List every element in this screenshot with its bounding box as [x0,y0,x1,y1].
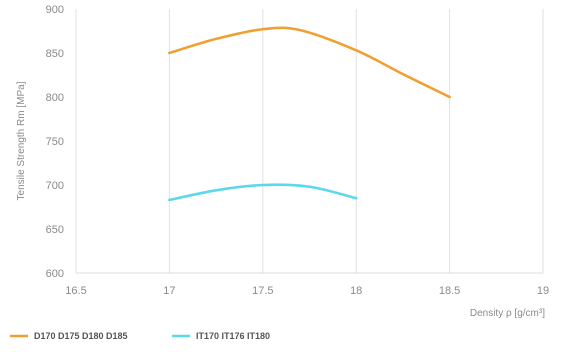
y-tick-label: 750 [46,136,64,148]
series-lines [168,26,451,202]
x-tick-label: 19 [537,285,549,297]
y-tick-labels: 600 650 700 750 800 850 900 [46,4,64,280]
y-axis-title: Tensile Strength Rm [MPa] [16,81,27,200]
y-tick-label: 700 [46,180,64,192]
x-tick-label: 18 [350,285,362,297]
x-tick-labels: 16.5 17 17.5 18 18.5 19 [65,285,549,297]
y-tick-label: 900 [46,4,64,16]
x-tick-label: 16.5 [65,285,86,297]
legend-label-1: IT170 IT176 IT180 [196,331,270,341]
legend-label-0: D170 D175 D180 D185 [34,331,128,341]
grid-lines [75,9,544,274]
x-tick-label: 18.5 [439,285,460,297]
y-tick-label: 650 [46,224,64,236]
x-tick-label: 17 [163,285,175,297]
series-line-0 [168,26,451,99]
y-tick-label: 600 [46,268,64,280]
legend: D170 D175 D180 D185 IT170 IT176 IT180 [10,331,270,341]
y-tick-label: 850 [46,48,64,60]
y-tick-label: 800 [46,92,64,104]
x-axis-title: Density ρ [g/cm³] [470,308,545,319]
x-tick-label: 17.5 [252,285,273,297]
series-line-1 [168,183,358,202]
